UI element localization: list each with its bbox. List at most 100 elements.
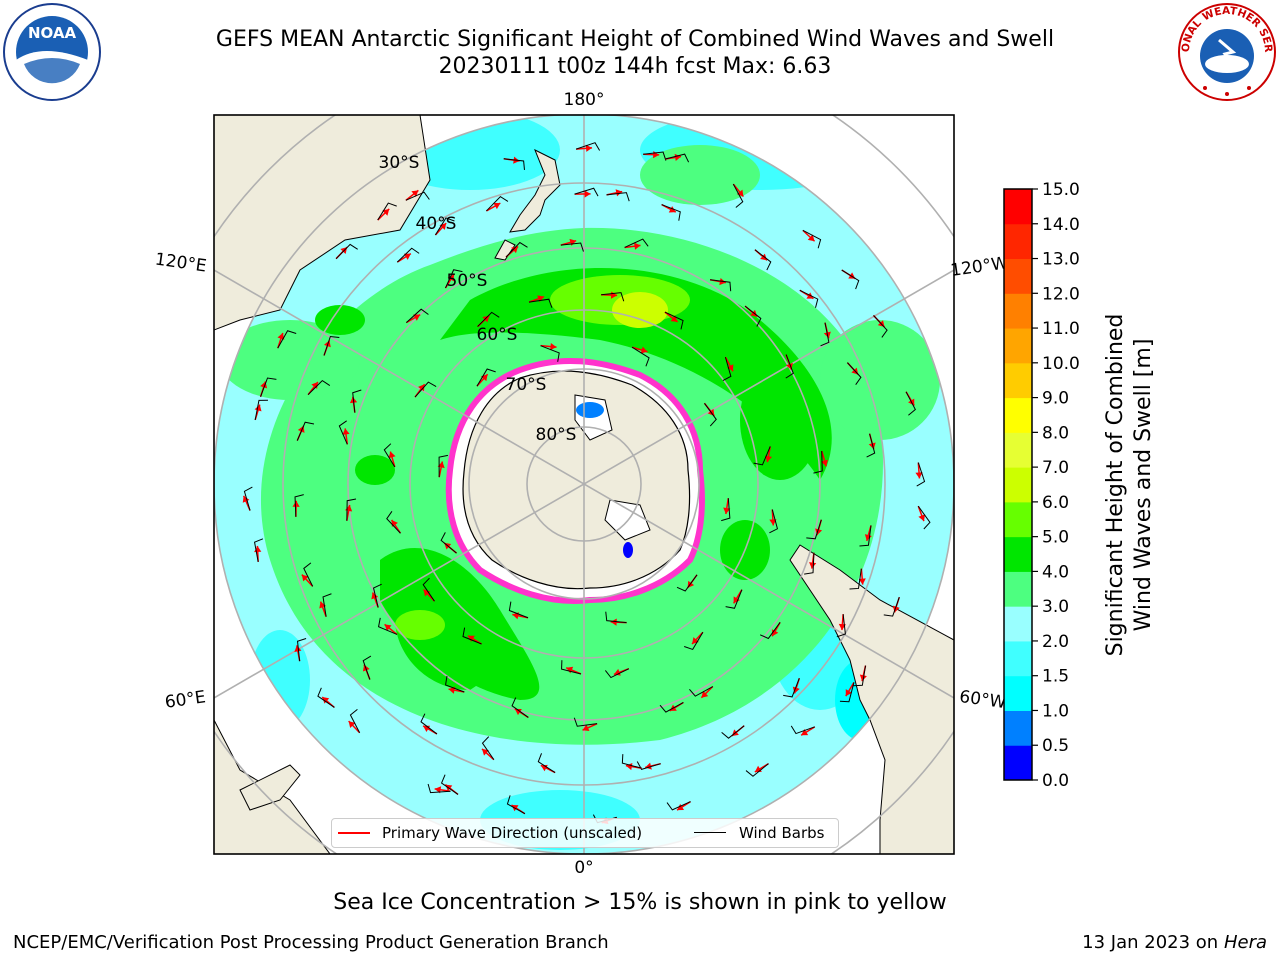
legend-wave-line: [338, 832, 370, 834]
wind-barb: [253, 538, 264, 562]
wave-arrow-head: [537, 295, 545, 303]
wind-barb: [317, 687, 335, 708]
wave-arrow-head: [918, 514, 926, 522]
wind-barb: [405, 191, 430, 201]
wind-barb: [476, 368, 496, 387]
wave-arrow-head: [319, 601, 327, 609]
wind-barb: [783, 678, 800, 698]
wind-barb: [537, 753, 556, 773]
nws-logo-icon: NATIONAL WEATHER SERVICE: [1177, 2, 1276, 101]
colorbar-tick-label: 9.0: [1042, 389, 1069, 409]
wave-arrow-head: [677, 803, 685, 811]
wind-barb: [754, 249, 772, 271]
wind-barb: [503, 158, 525, 170]
wind-barb: [322, 593, 332, 617]
meridian-label-120w: 120°W: [949, 253, 1009, 281]
parallel-label-40s: 40°S: [416, 214, 457, 234]
wave-arrow-head: [254, 404, 262, 412]
wind-barb: [349, 708, 361, 734]
wave-arrow-head: [610, 618, 617, 626]
wind-barb: [643, 151, 667, 161]
wind-barb: [338, 420, 348, 445]
wind-barb: [427, 783, 451, 794]
wind-barb: [296, 421, 315, 441]
wave-arrow-head: [674, 153, 682, 161]
wind-barb: [440, 532, 457, 554]
wave-arrow-head: [418, 384, 425, 392]
colorbar-segment: [1004, 223, 1032, 260]
legend-barb-line: [694, 832, 726, 833]
sea-ice-note: Sea Ice Concentration > 15% is shown in …: [333, 890, 947, 915]
wind-barb: [435, 217, 455, 236]
wind-barb: [352, 389, 362, 413]
wind-barb: [606, 192, 630, 202]
wave-arrow-head: [764, 455, 772, 463]
wind-barb: [604, 668, 630, 679]
colorbar-segment: [1004, 432, 1032, 468]
wave-arrow-head: [809, 562, 817, 569]
wind-barb: [243, 486, 253, 511]
wind-barb: [664, 311, 684, 330]
colorbar-tick-label: 3.0: [1042, 597, 1069, 617]
wind-barb: [820, 322, 830, 347]
vector-field: [242, 142, 931, 825]
colorbar-segment: [1004, 536, 1032, 572]
wave-arrow-head: [514, 708, 522, 716]
noaa-logo-text: NOAA: [28, 24, 77, 42]
wind-barb: [905, 391, 916, 416]
meridian-label-0: 0°: [574, 858, 593, 878]
colorbar-segment: [1004, 467, 1032, 503]
wave-arrow-head: [384, 624, 392, 631]
wave-arrow-head: [413, 314, 421, 321]
wind-barb: [806, 519, 822, 540]
wind-barb: [307, 379, 331, 396]
wave-arrow-head: [242, 495, 250, 503]
wave-arrow-head: [348, 721, 356, 728]
chart-title: GEFS MEAN Antarctic Significant Height o…: [215, 27, 1055, 52]
wind-barb: [849, 568, 862, 590]
wave-arrow-head: [566, 666, 574, 674]
wind-barb: [804, 552, 815, 575]
wind-barb: [511, 697, 529, 718]
colorbar-tick-label: 1.5: [1042, 667, 1069, 687]
wave-arrow-head: [801, 729, 809, 736]
wind-barb: [790, 725, 815, 735]
colorbar-segment: [1004, 710, 1032, 746]
wave-arrow-head: [726, 364, 734, 372]
wind-barb: [624, 238, 649, 248]
colorbar-segment: [1004, 189, 1032, 225]
wind-barb: [753, 446, 771, 466]
wind-barb: [785, 354, 794, 379]
wind-barb: [759, 622, 781, 640]
wave-arrow-head: [439, 223, 447, 230]
wind-barb: [769, 509, 779, 534]
wind-barb: [560, 242, 584, 252]
wave-arrow-head: [668, 206, 676, 213]
wind-barb: [414, 381, 437, 398]
colorbar-frame: [1003, 188, 1033, 781]
colorbar-tick-label: 12.0: [1042, 284, 1080, 304]
parallel-label-70s: 70°S: [506, 375, 547, 395]
wind-barb: [294, 494, 304, 517]
parallel-label-30s: 30°S: [379, 153, 420, 173]
legend-barb-label: Wind Barbs: [739, 824, 825, 842]
wave-arrow-head: [821, 459, 828, 467]
map-legend: Primary Wave Direction (unscaled) Wind B…: [331, 818, 839, 848]
colorbar-tick-label: 5.0: [1042, 528, 1069, 548]
wave-arrow-head: [807, 234, 815, 242]
meridian-label-60w: 60°W: [958, 687, 1007, 713]
wind-barb: [601, 292, 625, 302]
wind-barb: [574, 187, 599, 197]
wind-barb: [481, 736, 495, 760]
wind-barb: [386, 511, 401, 534]
wind-barb: [440, 774, 459, 795]
colorbar-tick-label: 10.0: [1042, 354, 1080, 374]
colorbar-segment: [1004, 675, 1032, 711]
wave-arrow-head: [769, 519, 777, 526]
colorbar-segment: [1004, 640, 1032, 677]
wind-barb: [684, 631, 704, 651]
footer-branch: NCEP/EMC/Verification Post Processing Pr…: [13, 932, 609, 953]
wave-arrow-head: [868, 442, 876, 450]
noaa-logo-icon: NOAA: [3, 3, 101, 101]
wave-arrow-head: [447, 274, 454, 282]
